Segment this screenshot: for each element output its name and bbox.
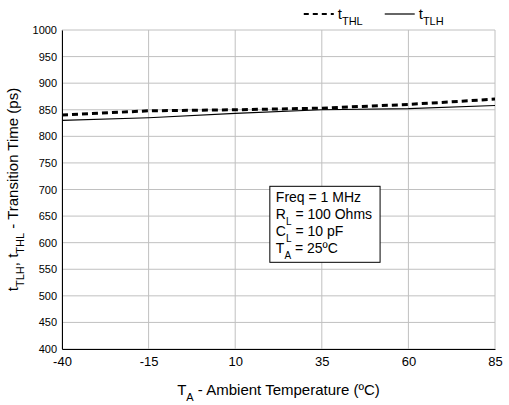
x-tick: 35 xyxy=(315,349,329,369)
y-tick: 800 xyxy=(39,130,62,142)
y-tick: 950 xyxy=(39,51,62,63)
legend-swatch xyxy=(304,13,334,15)
y-tick: 600 xyxy=(39,237,62,249)
annotation: TA = 25ºC xyxy=(276,240,338,261)
y-tick-label: 900 xyxy=(39,77,57,89)
y-tick: 850 xyxy=(39,104,62,116)
grid-line-y xyxy=(62,30,495,31)
y-tick: 450 xyxy=(39,316,62,328)
annotation: Freq = 1 MHz xyxy=(276,189,361,205)
x-tick-label: 60 xyxy=(402,354,416,369)
y-tick: 750 xyxy=(39,157,62,169)
legend-swatch xyxy=(385,13,415,14)
grid-line-y xyxy=(62,109,495,110)
grid-line-x xyxy=(148,30,149,349)
annotation-box: Freq = 1 MHzRL = 100 OhmsCL = 10 pFTA = … xyxy=(270,186,380,262)
y-axis-line xyxy=(62,31,63,350)
x-axis-line xyxy=(63,349,496,350)
y-tick: 1000 xyxy=(33,24,62,36)
y-tick-label: 600 xyxy=(39,237,57,249)
x-tick-label: 10 xyxy=(228,354,242,369)
x-axis: -40 -15 10 35 60 85 xyxy=(53,349,503,369)
annotation-frame xyxy=(270,186,380,262)
y-tick-label: 800 xyxy=(39,130,57,142)
chart: -40 -15 10 35 60 85 400 450 500 550 600 650 700 750 80… xyxy=(0,0,509,405)
plot: -40 -15 10 35 60 85 400 450 500 550 600 650 700 750 80… xyxy=(33,24,503,369)
grid-line-y xyxy=(62,162,495,163)
y-tick: 550 xyxy=(39,263,62,275)
y-tick: 400 xyxy=(39,343,62,355)
y-tick-label: 850 xyxy=(39,104,57,116)
series-line xyxy=(62,105,495,120)
grid-line-x xyxy=(235,30,236,349)
x-axis-title: TA - Ambient Temperature (ºC) xyxy=(177,381,380,403)
y-tick-label: 700 xyxy=(39,184,57,196)
legend-item: tTLH xyxy=(385,5,444,27)
y-tick-label: 550 xyxy=(39,263,57,275)
legend-item: tTHL xyxy=(304,5,363,27)
y-tick-label: 450 xyxy=(39,316,57,328)
y-tick-label: 750 xyxy=(39,157,57,169)
grid-line-y xyxy=(62,83,495,84)
y-axis: 400 450 500 550 600 650 700 750 800 850 900 950 1000 xyxy=(33,24,63,355)
y-tick: 500 xyxy=(39,290,62,302)
y-tick-label: 400 xyxy=(39,343,57,355)
grid-line-y xyxy=(62,349,495,350)
y-tick-label: 1000 xyxy=(33,24,57,36)
grid-line-y xyxy=(62,136,495,137)
y-tick: 900 xyxy=(39,77,62,89)
x-tick: 60 xyxy=(402,349,416,369)
grid-line-x xyxy=(62,30,63,349)
y-tick: 650 xyxy=(39,210,62,222)
x-tick: -15 xyxy=(140,349,159,369)
grid xyxy=(62,30,495,349)
y-tick-label: 500 xyxy=(39,290,57,302)
grid-line-y xyxy=(62,295,495,296)
y-tick-label: 650 xyxy=(39,210,57,222)
legend-label: tTLH xyxy=(419,5,444,27)
grid-line-y xyxy=(62,322,495,323)
series-line xyxy=(62,99,495,115)
x-tick-label: 85 xyxy=(488,354,502,369)
grid-line-x xyxy=(495,30,496,349)
y-tick-label: 950 xyxy=(39,51,57,63)
x-tick-label: -40 xyxy=(53,354,72,369)
y-tick: 700 xyxy=(39,184,62,196)
legend: tTHL tTLH xyxy=(304,5,444,27)
x-tick: 10 xyxy=(228,349,242,369)
x-tick-label: 35 xyxy=(315,354,329,369)
grid-line-y xyxy=(62,56,495,57)
y-axis-title: tTLH, tTHL - Transition Time (ps) xyxy=(4,88,26,291)
grid-line-y xyxy=(62,269,495,270)
grid-line-x xyxy=(408,30,409,349)
x-tick-label: -15 xyxy=(140,354,159,369)
series-group xyxy=(62,99,495,120)
legend-label: tTHL xyxy=(338,5,363,27)
x-tick: 85 xyxy=(488,349,502,369)
